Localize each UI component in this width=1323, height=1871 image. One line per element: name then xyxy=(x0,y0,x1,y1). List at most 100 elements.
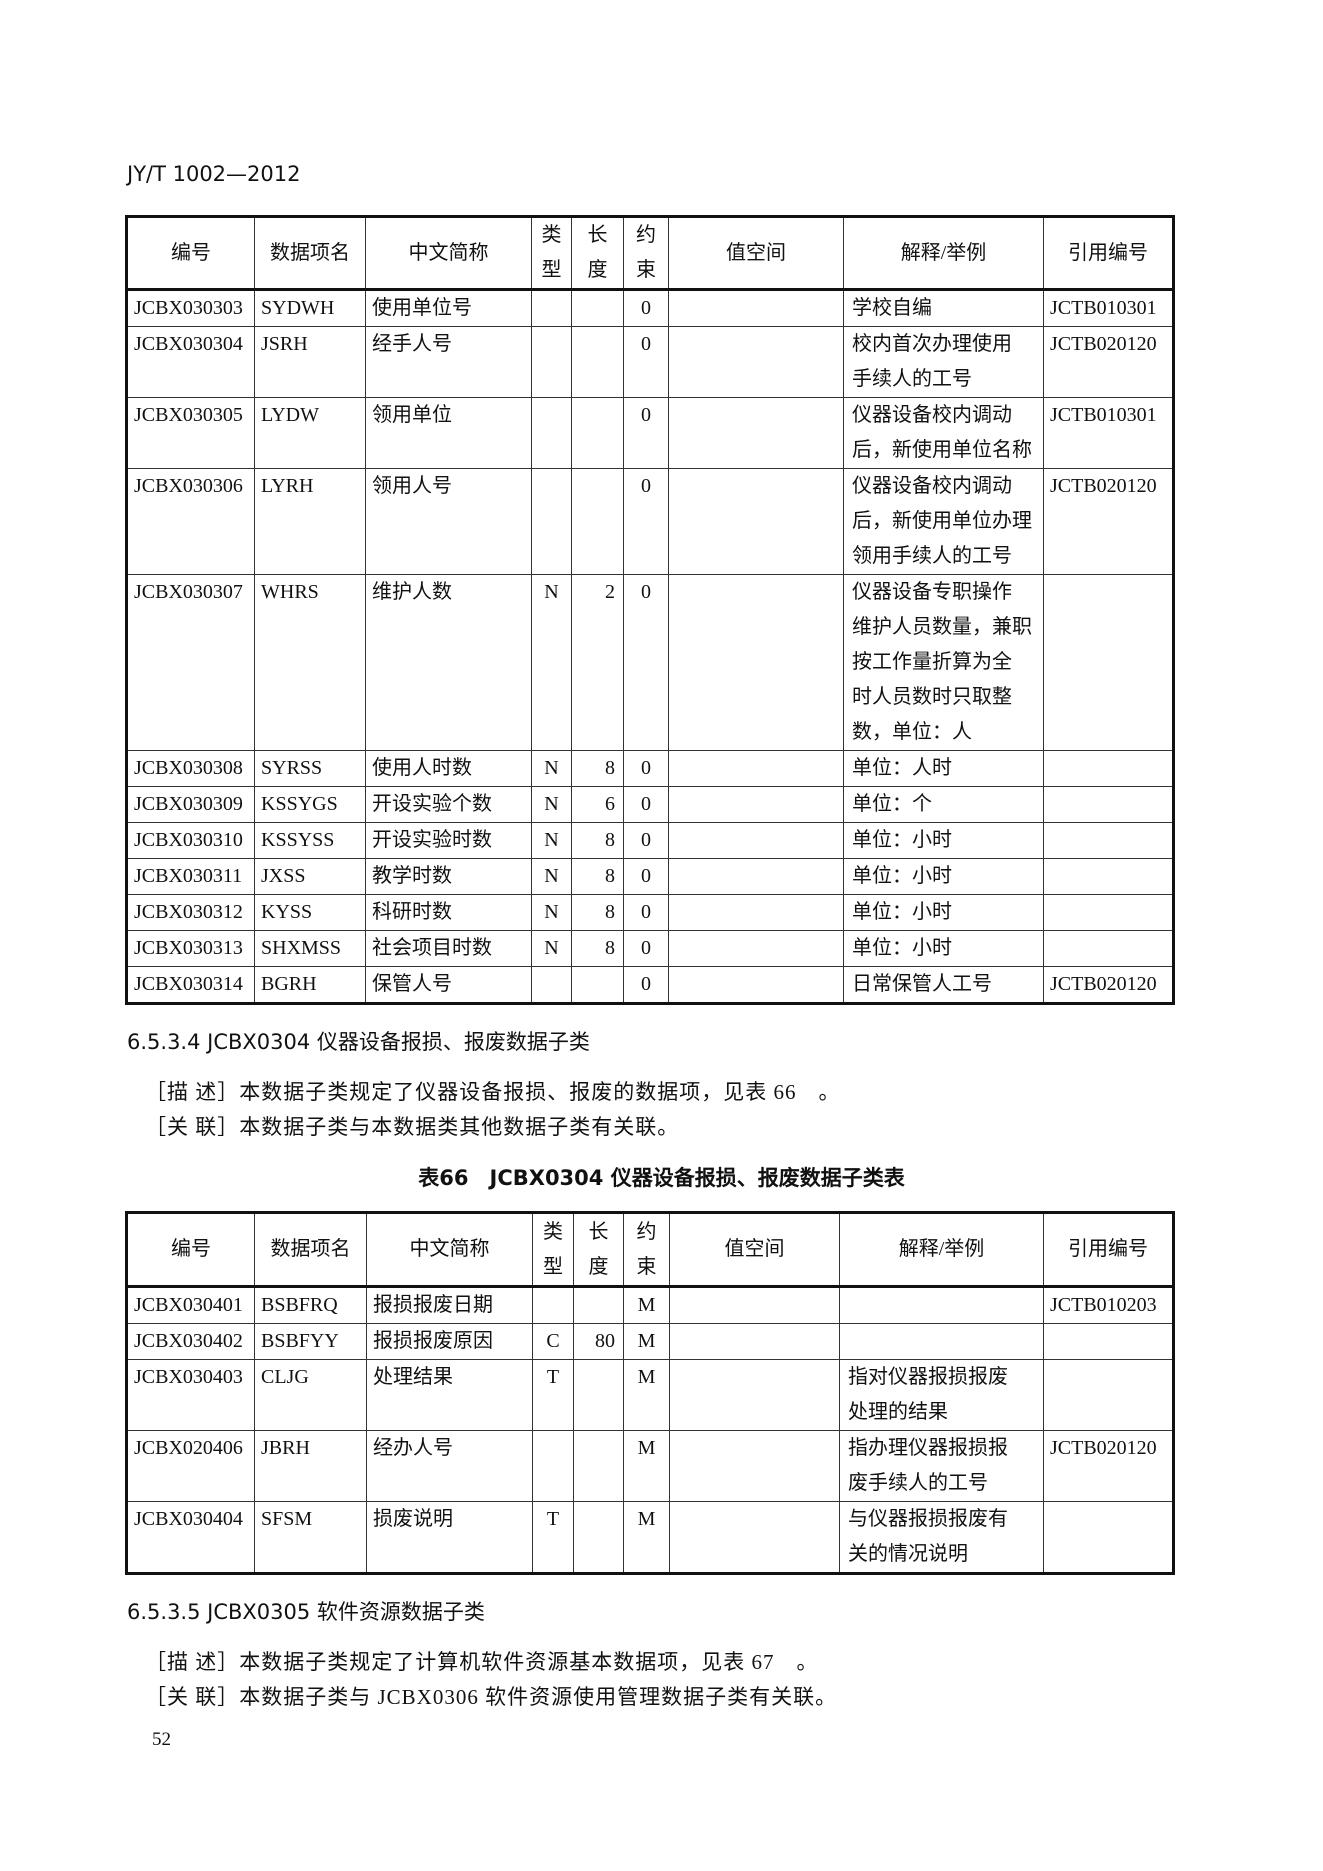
cell-value-space xyxy=(668,822,844,859)
cell-explanation: 单位：小时 xyxy=(843,822,1044,859)
column-header-code: 编号 xyxy=(126,1212,255,1288)
cell-explanation: 与仪器报损报废有 关的情况说明 xyxy=(839,1501,1044,1574)
cell-constraint: M xyxy=(623,1430,670,1502)
cell-item-name: BSBFRQ xyxy=(254,1286,367,1324)
cell-value-space xyxy=(669,1430,840,1502)
column-header-code: 编号 xyxy=(126,216,255,291)
table-row: JCBX030401 BSBFRQ 报损报废日期 M JCTB010203 xyxy=(126,1286,1174,1324)
cell-value-space xyxy=(669,1359,840,1431)
section-heading-6535: 6.5.3.5 JCBX0305 软件资源数据子类 xyxy=(127,1600,485,1624)
cell-reference-code xyxy=(1043,1323,1174,1360)
section-relation-6535: ［关 联］本数据子类与 JCBX0306 软件资源使用管理数据子类有关联。 xyxy=(145,1685,838,1709)
cell-explanation: 单位：人时 xyxy=(843,750,1044,787)
table-row: JCBX030307 WHRS 维护人数 N 2 0 仪器设备专职操作 维护人员数量，兼职 … xyxy=(126,574,1174,751)
cell-item-name: JXSS xyxy=(254,858,366,895)
cell-item-name: WHRS xyxy=(254,574,366,751)
cell-constraint: M xyxy=(623,1501,670,1574)
cell-type: T xyxy=(532,1501,574,1574)
cell-length: 8 xyxy=(571,930,624,967)
cell-type: N xyxy=(531,894,572,931)
cell-chinese-name: 使用人时数 xyxy=(365,750,532,787)
table-row: JCBX030403 CLJG 处理结果 T M 指对仪器报损报废 处理的结果 xyxy=(126,1359,1174,1431)
cell-length xyxy=(571,468,624,575)
cell-explanation: 校内首次办理使用 手续人的工号 xyxy=(843,326,1044,398)
cell-reference-code: JCTB020120 xyxy=(1043,966,1174,1004)
cell-explanation: 单位：小时 xyxy=(843,858,1044,895)
cell-chinese-name: 开设实验时数 xyxy=(365,822,532,859)
cell-reference-code: JCTB020120 xyxy=(1043,326,1174,398)
cell-length xyxy=(571,397,624,469)
table-row: JCBX030311 JXSS 教学时数 N 8 0 单位：小时 xyxy=(126,858,1174,895)
cell-type: N xyxy=(531,750,572,787)
cell-length: 2 xyxy=(571,574,624,751)
column-header-chinese-name: 中文简称 xyxy=(366,1212,533,1288)
cell-type xyxy=(531,966,572,1004)
cell-item-name: BGRH xyxy=(254,966,366,1004)
cell-length xyxy=(573,1359,624,1431)
column-header-value-space: 值空间 xyxy=(668,216,844,291)
data-items-table-66: 编号 数据项名 中文简称类 型长 度约 束值空间 解释/举例 引用编号 JCBX03040… xyxy=(125,1211,1175,1575)
section-describe-6535: ［描 述］本数据子类规定了计算机软件资源基本数据项，见表 67 。 xyxy=(145,1650,819,1674)
cell-code: JCBX030303 xyxy=(126,289,255,327)
cell-chinese-name: 报损报废日期 xyxy=(366,1286,533,1324)
cell-code: JCBX030313 xyxy=(126,930,255,967)
cell-reference-code xyxy=(1043,1501,1174,1574)
cell-reference-code xyxy=(1043,894,1174,931)
cell-chinese-name: 领用人号 xyxy=(365,468,532,575)
cell-reference-code: JCTB010301 xyxy=(1043,289,1174,327)
cell-length xyxy=(571,966,624,1004)
cell-item-name: BSBFYY xyxy=(254,1323,367,1360)
table-row: JCBX030312 KYSS 科研时数 N 8 0 单位：小时 xyxy=(126,894,1174,931)
cell-value-space xyxy=(668,894,844,931)
cell-item-name: LYRH xyxy=(254,468,366,575)
cell-explanation: 仪器设备校内调动 后，新使用单位办理 领用手续人的工号 xyxy=(843,468,1044,575)
cell-item-name: SFSM xyxy=(254,1501,367,1574)
cell-length xyxy=(571,289,624,327)
cell-chinese-name: 损废说明 xyxy=(366,1501,533,1574)
column-header-type: 类 型 xyxy=(532,1212,574,1288)
cell-code: JCBX030401 xyxy=(126,1286,255,1324)
cell-chinese-name: 教学时数 xyxy=(365,858,532,895)
column-header-constraint: 约 束 xyxy=(623,1212,670,1288)
cell-chinese-name: 使用单位号 xyxy=(365,289,532,327)
cell-value-space xyxy=(668,289,844,327)
cell-chinese-name: 经手人号 xyxy=(365,326,532,398)
column-header-explanation: 解释/举例 xyxy=(839,1212,1044,1288)
cell-type xyxy=(531,468,572,575)
column-header-item-name: 数据项名 xyxy=(254,1212,367,1288)
cell-explanation: 指办理仪器报损报 废手续人的工号 xyxy=(839,1430,1044,1502)
cell-reference-code xyxy=(1043,786,1174,823)
column-header-reference-code: 引用编号 xyxy=(1043,1212,1174,1288)
cell-type xyxy=(531,326,572,398)
cell-reference-code xyxy=(1043,858,1174,895)
cell-length: 8 xyxy=(571,858,624,895)
cell-length xyxy=(573,1430,624,1502)
cell-code: JCBX030314 xyxy=(126,966,255,1004)
cell-code: JCBX030309 xyxy=(126,786,255,823)
cell-type: N xyxy=(531,574,572,751)
cell-item-name: JSRH xyxy=(254,326,366,398)
cell-constraint: 0 xyxy=(623,858,669,895)
cell-constraint: 0 xyxy=(623,468,669,575)
cell-item-name: KSSYGS xyxy=(254,786,366,823)
cell-chinese-name: 经办人号 xyxy=(366,1430,533,1502)
table-row: JCBX030303 SYDWH 使用单位号 0 学校自编 JCTB010301 xyxy=(126,289,1174,327)
cell-item-name: SYDWH xyxy=(254,289,366,327)
cell-constraint: M xyxy=(623,1286,670,1324)
table-row: JCBX030314 BGRH 保管人号 0 日常保管人工号 JCTB020120 xyxy=(126,966,1174,1004)
cell-value-space xyxy=(668,966,844,1004)
cell-code: JCBX030404 xyxy=(126,1501,255,1574)
data-items-table-jcbx0303: 编号 数据项名 中文简称类 型长 度约 束值空间 解释/举例 引用编号 JCBX03030… xyxy=(125,215,1175,1005)
cell-explanation: 单位：小时 xyxy=(843,930,1044,967)
cell-item-name: JBRH xyxy=(254,1430,367,1502)
table-row: JCBX030305 LYDW 领用单位 0 仪器设备校内调动 后，新使用单位名称 JCT… xyxy=(126,397,1174,469)
table-row: JCBX030402 BSBFYY 报损报废原因 C 80 M xyxy=(126,1323,1174,1360)
column-header-value-space: 值空间 xyxy=(669,1212,840,1288)
column-header-length: 长 度 xyxy=(571,216,624,291)
table-row: JCBX030313 SHXMSS 社会项目时数 N 8 0 单位：小时 xyxy=(126,930,1174,967)
cell-constraint: 0 xyxy=(623,786,669,823)
cell-constraint: M xyxy=(623,1359,670,1431)
cell-value-space xyxy=(668,574,844,751)
cell-constraint: 0 xyxy=(623,574,669,751)
cell-code: JCBX030306 xyxy=(126,468,255,575)
